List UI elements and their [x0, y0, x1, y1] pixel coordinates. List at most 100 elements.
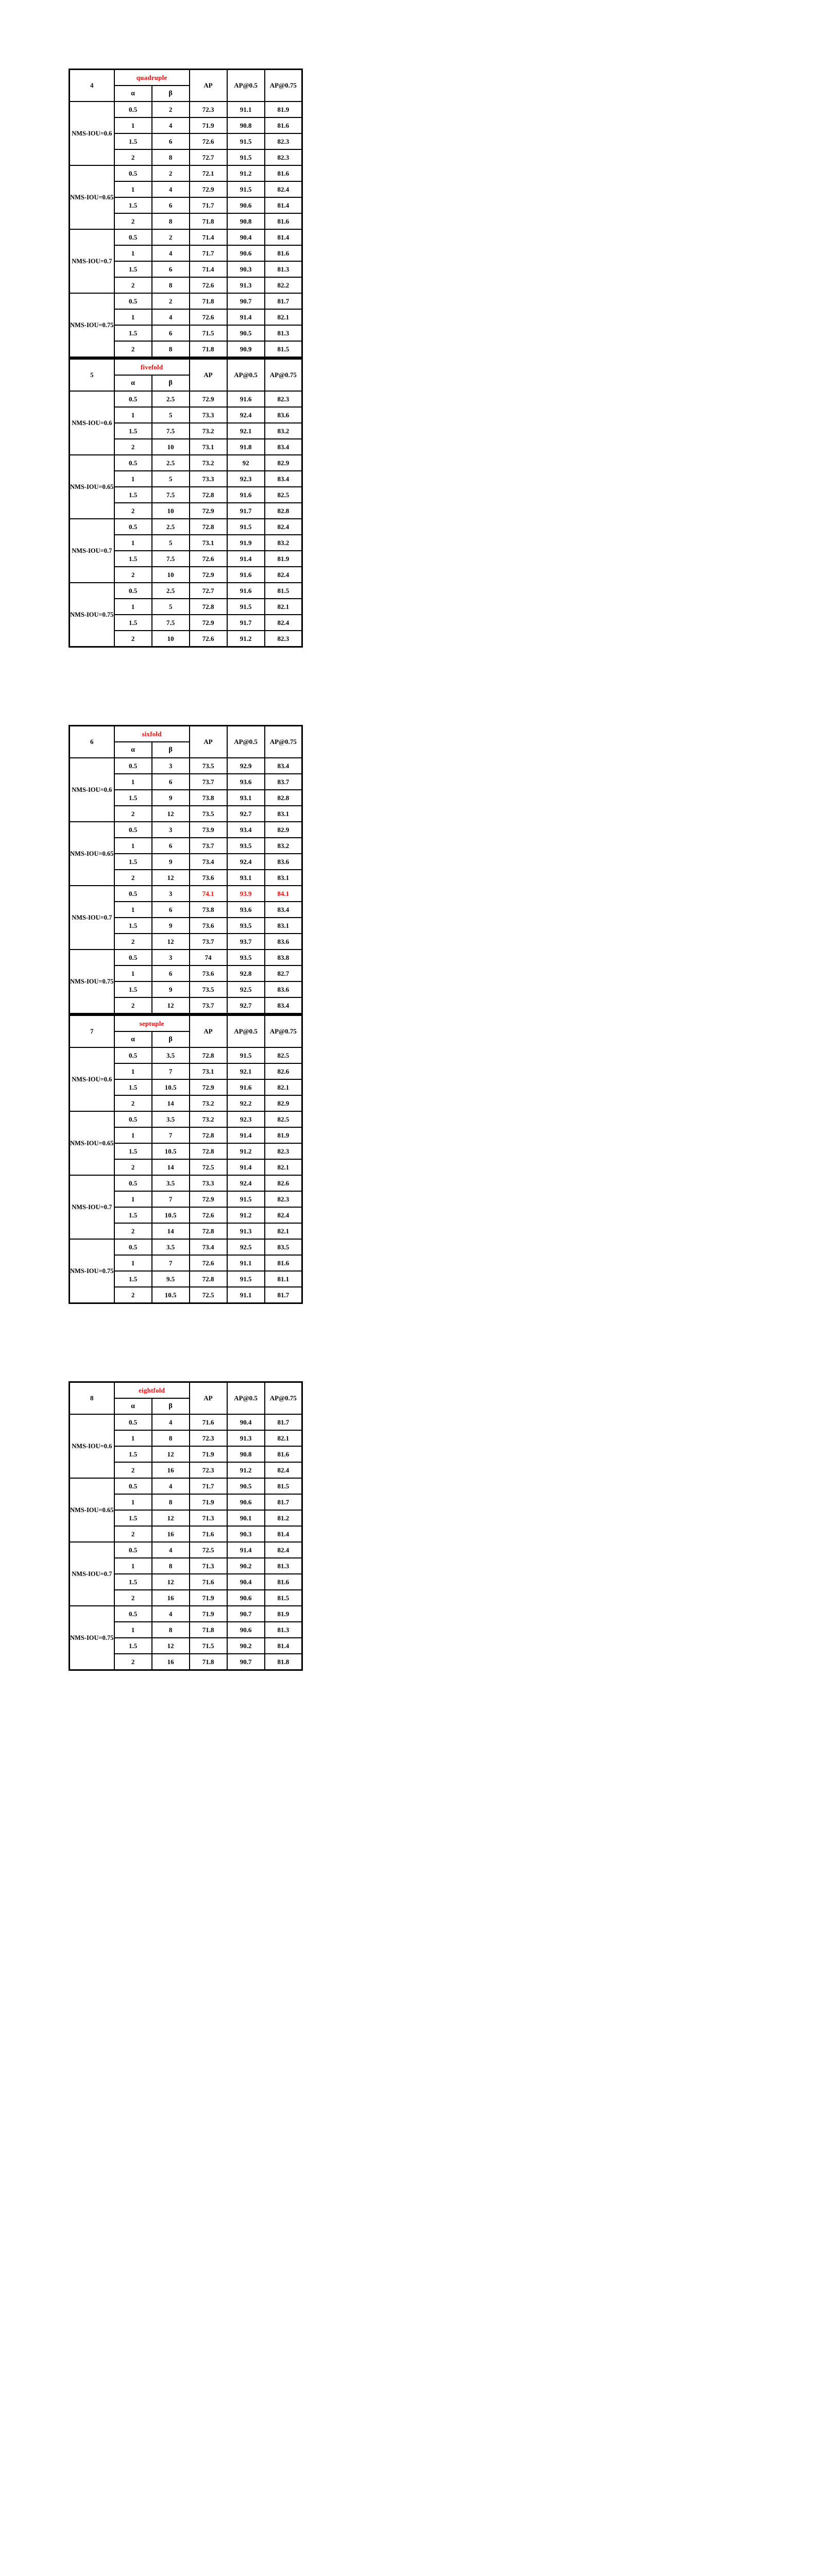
- cell-alpha: 2: [113, 630, 152, 648]
- cell-ap50: 90.9: [226, 341, 265, 358]
- cell-ap75: 81.3: [264, 1621, 303, 1638]
- cell-ap: 71.9: [189, 117, 228, 134]
- cell-ap50: 91.1: [226, 1286, 265, 1304]
- cell-ap: 72.9: [189, 1079, 228, 1096]
- cell-beta: 6: [151, 837, 190, 854]
- cell-ap75: 81.6: [264, 1573, 303, 1590]
- cell-ap50: 91.5: [226, 1191, 265, 1208]
- cell-ap75: 81.1: [264, 1270, 303, 1287]
- cell-beta: 10.5: [151, 1079, 190, 1096]
- cell-alpha: 1.5: [113, 325, 152, 342]
- table-row: 1.5 9.5 72.8 91.5 81.1: [70, 1270, 303, 1287]
- table-row: 1 7 72.6 91.1 81.6: [70, 1255, 303, 1272]
- cell-ap75: 81.5: [264, 341, 303, 358]
- col-header-alpha: α: [113, 1398, 152, 1415]
- cell-ap50: 93.7: [226, 933, 265, 950]
- cell-ap75: 82.6: [264, 1175, 303, 1192]
- cell-ap75: 82.4: [264, 181, 303, 198]
- cell-alpha: 0.5: [113, 1111, 152, 1128]
- cell-ap: 73.5: [189, 981, 228, 998]
- table-row: 1.5 6 71.7 90.6 81.4: [70, 197, 303, 214]
- cell-ap50: 90.6: [226, 1494, 265, 1511]
- cell-beta: 12: [151, 805, 190, 822]
- cell-ap: 74.1: [189, 885, 228, 902]
- cell-alpha: 2: [113, 277, 152, 294]
- cell-ap50: 91.3: [226, 1430, 265, 1447]
- cell-ap50: 92.5: [226, 981, 265, 998]
- table-row: 2 10 73.1 91.8 83.4: [70, 438, 303, 455]
- cell-ap: 72.9: [189, 566, 228, 583]
- cell-ap75: 81.4: [264, 1526, 303, 1543]
- cell-alpha: 0.5: [113, 1478, 152, 1495]
- cell-ap: 71.7: [189, 245, 228, 262]
- cell-ap: 72.3: [189, 1462, 228, 1479]
- cell-ap50: 90.2: [226, 1637, 265, 1654]
- cell-ap50: 91.4: [226, 1541, 265, 1558]
- corner-cell-quadruple: 4: [69, 69, 115, 102]
- corner-cell-sixfold: 6: [69, 725, 115, 758]
- cell-ap: 72.6: [189, 550, 228, 567]
- cell-ap: 72.6: [189, 309, 228, 326]
- cell-beta: 5: [151, 598, 190, 615]
- cell-ap75: 81.9: [264, 550, 303, 567]
- table-row: 1.5 10.5 72.6 91.2 82.4: [70, 1207, 303, 1224]
- cell-alpha: 2: [113, 341, 152, 358]
- cell-ap75: 82.3: [264, 630, 303, 648]
- cell-alpha: 1.5: [113, 550, 152, 567]
- table-row: 2 12 73.7 93.7 83.6: [70, 933, 303, 950]
- cell-ap75: 81.4: [264, 197, 303, 214]
- cell-ap: 72.6: [189, 1255, 228, 1272]
- results-table-sixfold: 6 sixfold AP AP@0.5 AP@0.75 α β NMS-IOU=0.6 0.5 3…: [69, 725, 303, 1014]
- corner-cell-sevenfold: 7: [69, 1014, 115, 1048]
- cell-beta: 14: [151, 1095, 190, 1112]
- cell-ap: 71.8: [189, 213, 228, 230]
- table-row: 1.5 12 71.3 90.1 81.2: [70, 1510, 303, 1527]
- cell-ap75: 81.9: [264, 1127, 303, 1144]
- cell-alpha: 1: [113, 1191, 152, 1208]
- cell-ap: 72.5: [189, 1159, 228, 1176]
- cell-ap75: 82.4: [264, 1462, 303, 1479]
- results-table-sevenfold: 7 septuple AP AP@0.5 AP@0.75 α β NMS-IOU=0.6 0.5…: [69, 1014, 303, 1304]
- cell-ap50: 90.2: [226, 1557, 265, 1574]
- cell-beta: 10.5: [151, 1286, 190, 1304]
- cell-alpha: 1: [113, 1494, 152, 1511]
- cell-ap: 73.7: [189, 933, 228, 950]
- cell-beta: 8: [151, 149, 190, 166]
- cell-beta: 7: [151, 1191, 190, 1208]
- cell-beta: 10.5: [151, 1207, 190, 1224]
- table-row: NMS-IOU=0.6 0.5 2.5 72.9 91.6 82.3: [69, 391, 303, 455]
- cell-ap: 73.8: [189, 901, 228, 918]
- cell-ap: 71.6: [189, 1526, 228, 1543]
- table-row: NMS-IOU=0.6 0.5 4 71.6 90.4 81.7: [69, 1414, 303, 1479]
- cell-ap: 72.9: [189, 502, 228, 519]
- cell-ap75: 82.3: [264, 149, 303, 166]
- cell-ap75: 83.6: [264, 981, 303, 998]
- table-row: 2 10 72.6 91.2 82.3: [70, 630, 303, 648]
- cell-alpha: 1: [113, 965, 152, 982]
- cell-ap50: 91.3: [226, 1223, 265, 1240]
- table-row: 2 12 73.7 92.7 83.4: [70, 997, 303, 1014]
- cell-ap50: 92: [226, 454, 265, 471]
- cell-ap50: 90.7: [226, 293, 265, 310]
- table-row: 1 5 73.1 91.9 83.2: [70, 534, 303, 551]
- cell-ap75: 82.9: [264, 1095, 303, 1112]
- group-title-quadruple: quadruple: [113, 69, 190, 86]
- cell-alpha: 2: [113, 805, 152, 822]
- cell-ap75: 82.2: [264, 277, 303, 294]
- cell-ap: 73.1: [189, 1063, 228, 1080]
- cell-beta: 3: [151, 821, 190, 838]
- cell-alpha: 1: [113, 470, 152, 487]
- cell-ap75: 81.5: [264, 1589, 303, 1606]
- cell-beta: 16: [151, 1653, 190, 1671]
- col-header-alpha: α: [113, 741, 152, 758]
- cell-ap50: 93.4: [226, 821, 265, 838]
- cell-alpha: 0.5: [113, 1175, 152, 1192]
- cell-ap50: 90.3: [226, 261, 265, 278]
- cell-beta: 2.5: [151, 454, 190, 471]
- cell-beta: 10: [151, 630, 190, 648]
- cell-alpha: 0.5: [113, 454, 152, 471]
- cell-alpha: 1: [113, 117, 152, 134]
- cell-ap: 73.1: [189, 438, 228, 455]
- cell-ap75: 82.7: [264, 965, 303, 982]
